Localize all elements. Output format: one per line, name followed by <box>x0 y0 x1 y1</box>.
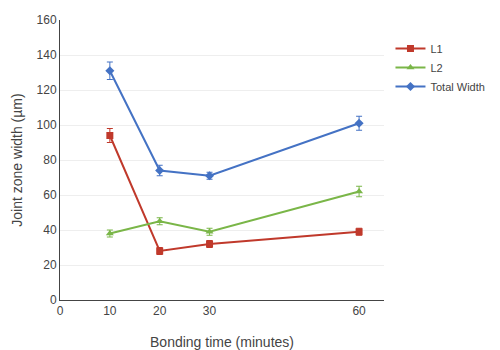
svg-text:20: 20 <box>43 258 57 272</box>
svg-text:Bonding time (minutes): Bonding time (minutes) <box>150 334 294 350</box>
svg-text:20: 20 <box>153 304 167 318</box>
svg-text:60: 60 <box>352 304 366 318</box>
svg-text:L2: L2 <box>430 62 442 74</box>
svg-text:120: 120 <box>37 83 57 97</box>
svg-text:L1: L1 <box>430 43 442 55</box>
svg-text:30: 30 <box>203 304 217 318</box>
svg-text:100: 100 <box>37 118 57 132</box>
svg-text:0: 0 <box>50 293 57 307</box>
svg-text:80: 80 <box>43 153 57 167</box>
svg-text:Total Width: Total Width <box>430 81 484 93</box>
svg-text:160: 160 <box>37 13 57 27</box>
svg-text:40: 40 <box>43 223 57 237</box>
svg-text:60: 60 <box>43 188 57 202</box>
svg-text:10: 10 <box>103 304 117 318</box>
svg-text:140: 140 <box>37 48 57 62</box>
svg-text:0: 0 <box>57 304 64 318</box>
svg-text:Joint zone width (µm): Joint zone width (µm) <box>9 93 25 226</box>
